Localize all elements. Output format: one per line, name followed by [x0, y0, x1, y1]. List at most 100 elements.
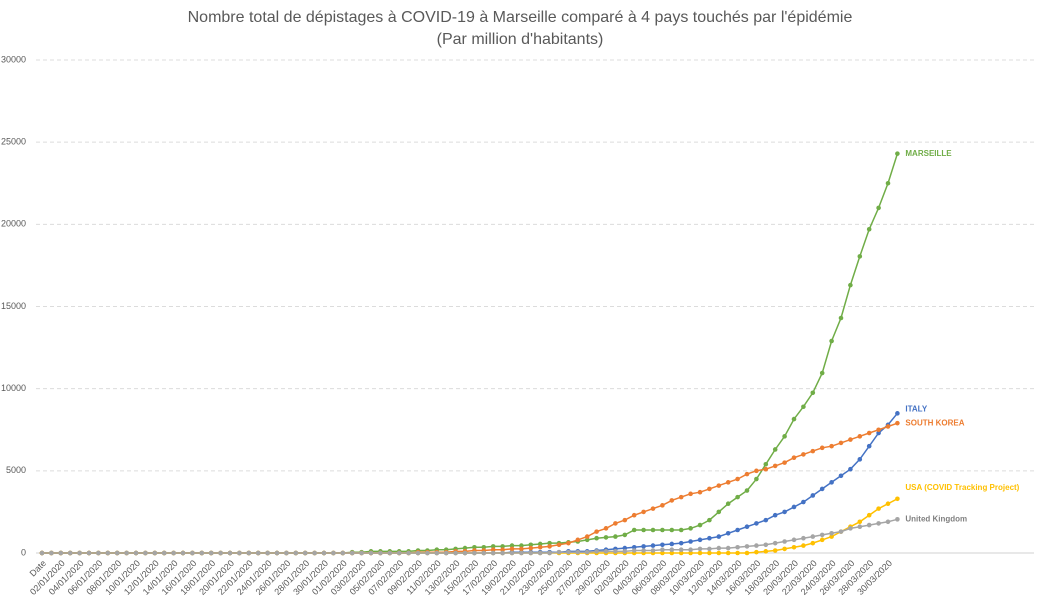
data-point [848, 526, 853, 531]
data-point [678, 547, 684, 553]
data-point [669, 550, 675, 556]
data-point [594, 535, 599, 541]
data-point [754, 543, 759, 548]
series-line [42, 422, 898, 554]
data-point [594, 549, 599, 554]
data-point [819, 445, 825, 451]
data-point [143, 550, 148, 556]
data-point [754, 549, 759, 555]
data-point [575, 537, 581, 543]
data-point [584, 537, 590, 543]
data-point [801, 452, 806, 457]
data-point [791, 544, 797, 550]
data-point [772, 540, 778, 546]
data-point [519, 550, 524, 556]
data-point [622, 545, 628, 551]
data-point [537, 541, 543, 547]
data-point [857, 254, 863, 259]
data-point [688, 526, 693, 531]
data-point [265, 550, 270, 556]
data-point [603, 535, 609, 540]
data-point [641, 548, 646, 553]
data-point [190, 550, 195, 556]
data-point [124, 550, 129, 556]
data-point [885, 501, 891, 507]
data-point [359, 550, 364, 556]
data-point [274, 550, 280, 556]
data-point [519, 543, 524, 548]
series-label: USA (COVID Tracking Project) [905, 483, 1019, 492]
data-point [754, 521, 759, 526]
data-point [462, 545, 468, 551]
data-point [791, 416, 797, 422]
y-tick-label: 30000 [1, 54, 26, 64]
data-point [885, 180, 891, 186]
data-point [584, 534, 590, 539]
data-point [528, 545, 534, 551]
data-point [810, 390, 816, 396]
data-point [810, 493, 816, 498]
data-point [688, 550, 693, 556]
data-point [866, 430, 872, 436]
data-point [669, 527, 675, 533]
data-point [58, 550, 64, 556]
data-point [848, 282, 853, 288]
data-point [556, 542, 562, 548]
data-point [838, 473, 844, 479]
data-point [744, 488, 750, 493]
data-point [660, 547, 665, 553]
data-point [218, 550, 223, 556]
data-point [801, 404, 806, 410]
data-point [67, 550, 73, 556]
chart-title: Nombre total de dépistages à COVID-19 à … [188, 9, 853, 26]
data-point [895, 496, 900, 502]
data-point [650, 506, 656, 511]
data-point [500, 550, 505, 556]
data-point [481, 550, 487, 556]
data-point [39, 550, 45, 556]
data-point [293, 550, 299, 556]
data-point [669, 541, 675, 547]
data-point [105, 550, 111, 556]
data-point [528, 550, 534, 556]
data-point [613, 534, 618, 539]
data-point [819, 532, 825, 538]
data-point [819, 370, 825, 376]
data-point [133, 550, 139, 556]
data-point [641, 509, 646, 515]
data-point [349, 550, 355, 556]
data-point [425, 550, 430, 556]
data-point [744, 550, 750, 556]
data-point [528, 542, 534, 548]
data-point [509, 546, 515, 552]
data-point [857, 519, 863, 525]
data-point [782, 460, 787, 465]
series-line [42, 412, 898, 554]
data-point [49, 550, 54, 556]
data-point [481, 544, 487, 550]
data-point [895, 517, 900, 522]
data-point [161, 550, 167, 556]
data-point [857, 524, 863, 530]
data-point [331, 550, 336, 556]
data-point [312, 550, 317, 556]
data-point [707, 535, 712, 541]
data-point [885, 424, 891, 429]
data-point [462, 550, 468, 556]
y-tick-label: 20000 [1, 219, 26, 229]
data-point [547, 550, 552, 556]
y-tick-label: 10000 [1, 383, 26, 393]
data-point [321, 550, 327, 556]
data-point [744, 524, 750, 530]
data-point [603, 549, 609, 554]
data-point [697, 537, 703, 543]
data-point [707, 486, 712, 492]
data-point [641, 527, 646, 533]
data-point [829, 480, 834, 485]
data-point [848, 466, 853, 472]
data-point [782, 509, 787, 515]
data-point [885, 519, 891, 525]
data-point [688, 539, 693, 544]
data-point [772, 548, 778, 553]
data-point [725, 545, 731, 551]
